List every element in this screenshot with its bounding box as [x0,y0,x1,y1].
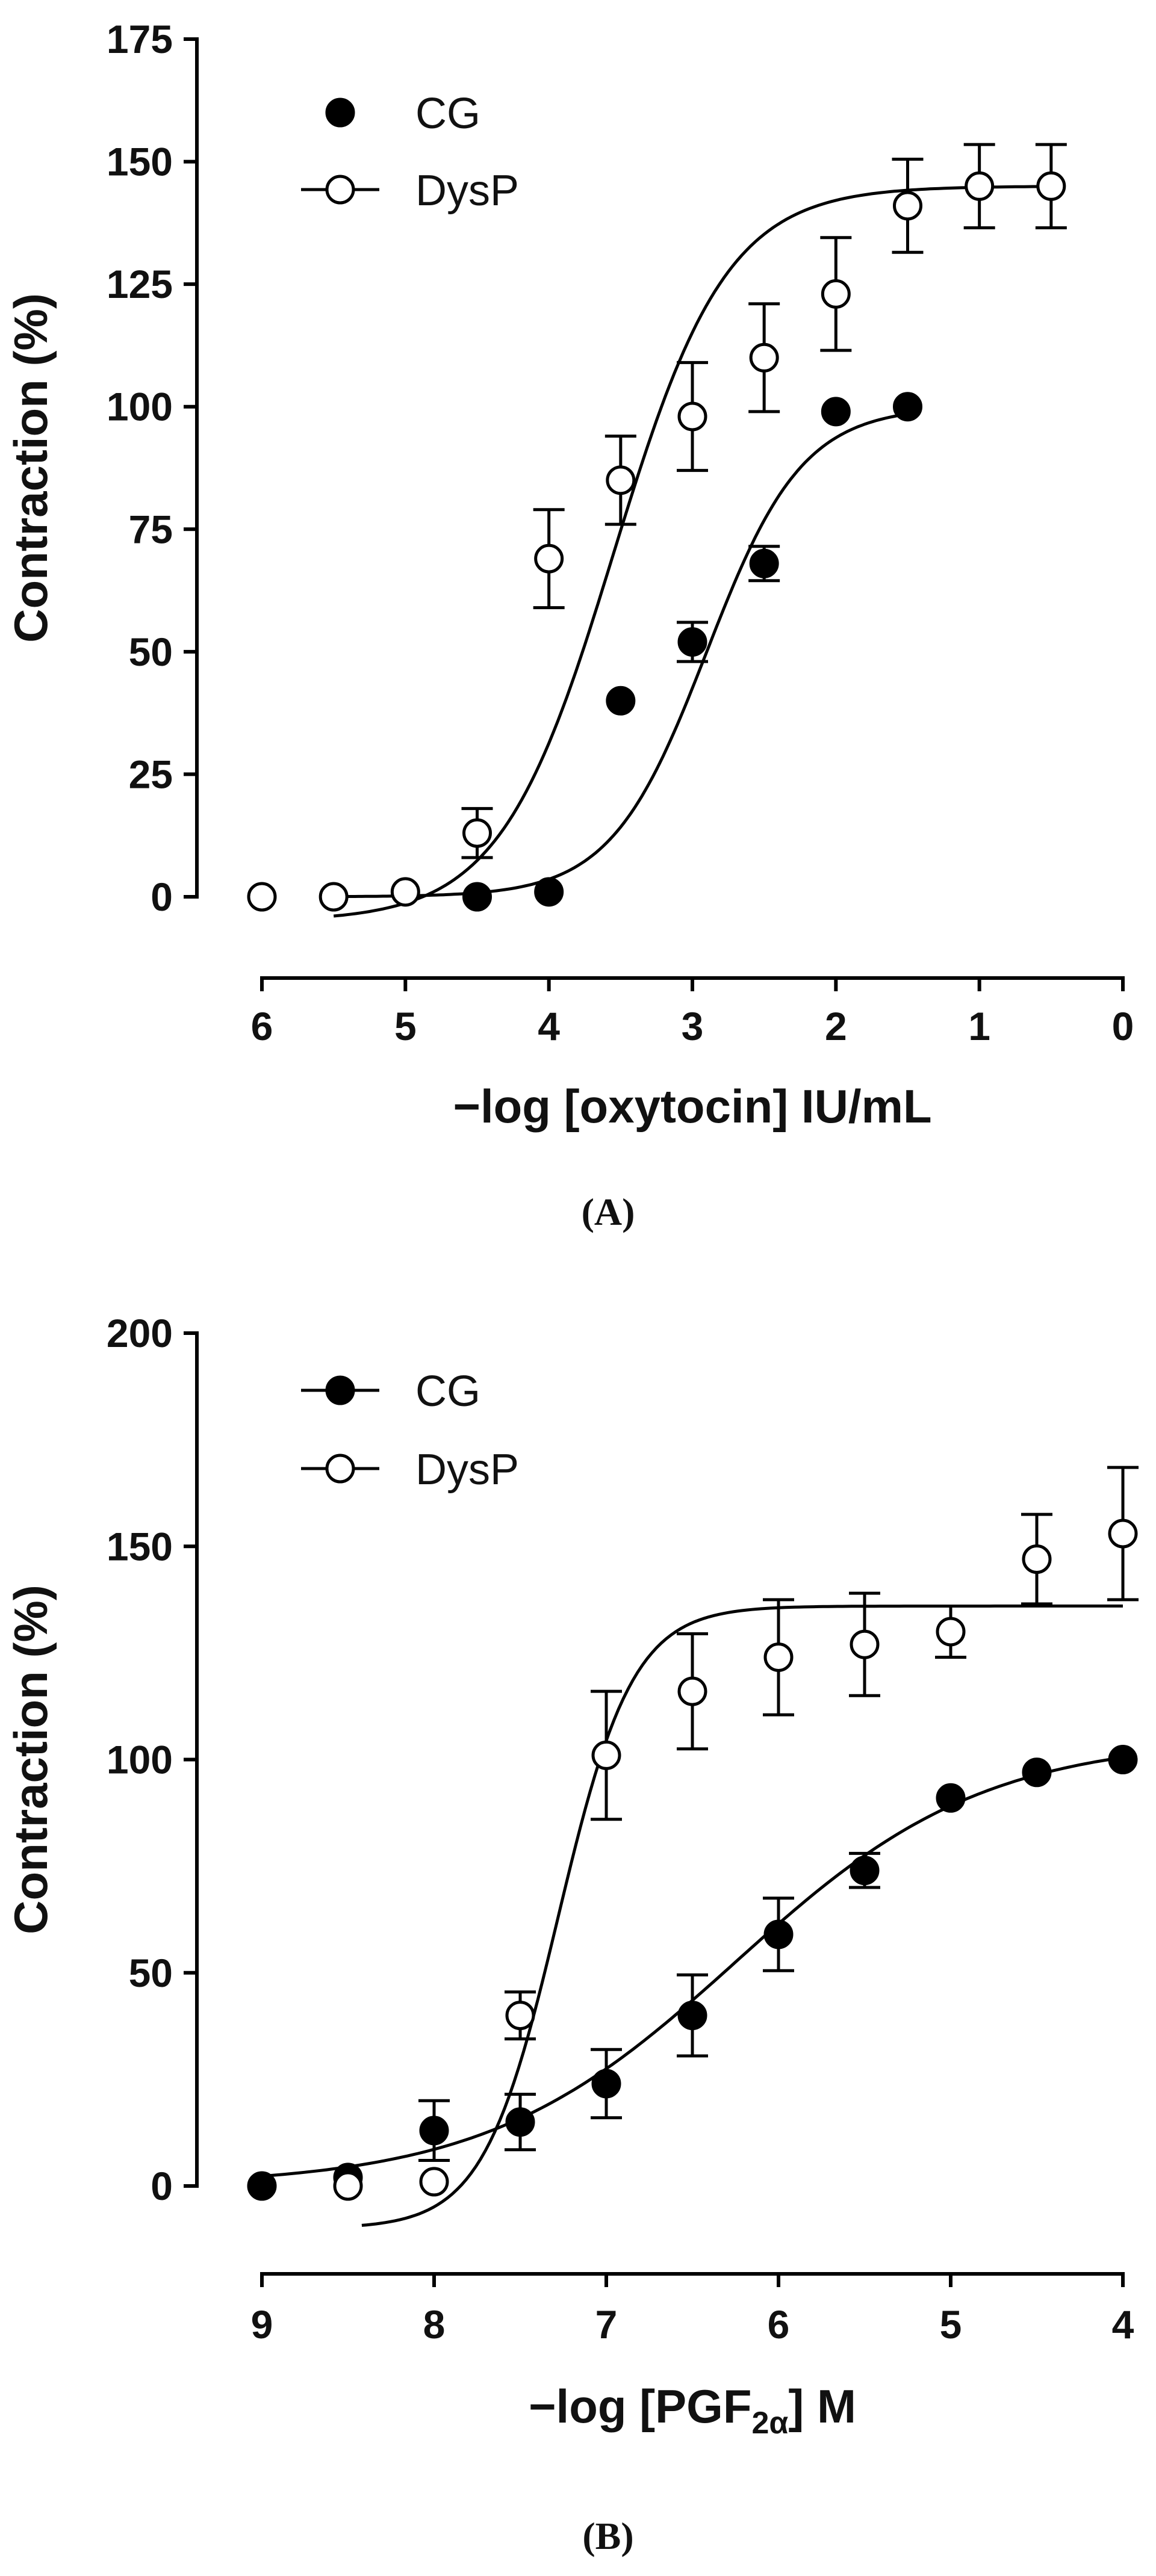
y-tick-label: 125 [107,262,173,306]
panel-a-fit-curves [333,185,1051,918]
data-point-cg [462,882,492,912]
data-point-dysp [333,2171,363,2201]
data-point-dysp [893,191,922,221]
x-tick-label: 0 [1112,1004,1134,1048]
panel-b-legend: CG DysP [301,1367,519,1494]
y-tick-label: 50 [129,1951,173,1995]
data-point-cg [749,548,779,578]
y-tick-label: 25 [129,752,173,796]
panel-a-legend: CG DysP [301,90,519,215]
data-point-cg [1108,1745,1138,1774]
data-point-dysp [1022,1544,1052,1574]
y-tick-label: 0 [151,875,173,919]
y-tick-label: 200 [107,1311,173,1355]
data-point-dysp [534,543,564,574]
data-point-dysp [821,279,851,309]
legend-label-dysp: DysP [415,1446,519,1494]
data-point-cg [247,2171,277,2201]
data-point-dysp [462,818,492,848]
data-point-cg [419,2116,449,2146]
data-point-cg [505,2107,535,2137]
y-tick-label: 150 [107,140,173,184]
data-point-cg [534,877,564,907]
data-point-dysp [319,882,349,912]
x-tick-label: 6 [768,2302,790,2347]
x-tick-label: 4 [538,1004,560,1048]
x-tick-label: 6 [251,1004,273,1048]
y-tick-label: 100 [107,1738,173,1782]
data-point-dysp [677,401,707,432]
data-point-dysp [247,882,277,912]
x-tick-label: 1 [968,1004,990,1048]
data-point-cg [936,1783,966,1813]
data-point-cg [893,392,922,422]
x-tick-label: 4 [1112,2302,1134,2347]
y-tick-label: 175 [107,17,173,61]
panel-a-error-bars [461,143,1067,859]
data-point-dysp [606,465,636,495]
panel-b-y-axis-label: Contraction (%) [4,1585,57,1934]
x-tick-label: 7 [595,2302,618,2347]
data-point-cg [591,2069,621,2099]
data-point-dysp [1036,171,1066,201]
panel-a-axes: 0 25 50 75 100 125 150 175 6 5 4 3 2 1 0 [107,17,1134,1048]
data-point-cg [850,1856,880,1886]
legend-label-dysp: DysP [415,167,519,215]
legend-marker-dysp [325,175,355,205]
y-tick-label: 150 [107,1524,173,1568]
data-point-cg [1022,1757,1052,1788]
data-point-dysp [505,2001,535,2031]
data-point-cg [763,1919,794,1949]
fit-curve-dysp [333,185,1051,918]
panel-a-markers [247,171,1066,912]
data-point-dysp [850,1629,880,1659]
fit-curve-dysp [361,1604,1123,2227]
data-point-dysp [763,1642,794,1672]
y-tick-label: 50 [129,630,173,674]
x-tick-label: 9 [251,2302,273,2347]
panel-a-label: (A) [582,1190,635,1233]
data-point-dysp [419,2167,449,2197]
data-point-dysp [591,1740,621,1770]
legend-marker-cg [325,1375,355,1405]
panel-b-chart: 0 50 100 150 200 9 8 7 6 5 4 CG DysP −log [PGF2α] M… [4,1311,1139,2557]
fit-curve-cg [261,1756,1123,2178]
panel-b-axes: 0 50 100 150 200 9 8 7 6 5 4 [107,1311,1134,2347]
panel-b-x-axis-label: −log [PGF2α] M [529,2380,856,2441]
data-point-dysp [677,1676,707,1706]
y-tick-label: 75 [129,507,173,551]
x-tick-label: 5 [940,2302,962,2347]
data-point-cg [677,627,707,657]
y-tick-label: 100 [107,385,173,429]
panel-a-x-axis-label: −log [oxytocin] IU/mL [453,1080,931,1133]
data-point-dysp [1108,1519,1138,1549]
data-point-dysp [965,171,995,201]
data-point-cg [677,2001,707,2031]
x-tick-label: 2 [825,1004,847,1048]
data-point-cg [821,397,851,427]
data-point-dysp [749,342,779,373]
panel-a-chart: 0 25 50 75 100 125 150 175 6 5 4 3 2 1 0 CG DysP −log [… [4,17,1134,1233]
x-tick-label: 3 [682,1004,704,1048]
data-point-cg [606,686,636,716]
x-tick-label: 5 [394,1004,417,1048]
legend-marker-cg [325,98,355,128]
panel-b-markers [247,1519,1138,2201]
panel-a-y-axis-label: Contraction (%) [4,293,57,643]
x-tick-label: 8 [423,2302,446,2347]
legend-label-cg: CG [415,90,480,138]
data-point-dysp [936,1617,966,1647]
panel-b-label: (B) [582,2515,633,2557]
data-point-dysp [390,877,420,907]
legend-label-cg: CG [415,1367,480,1416]
y-tick-label: 0 [151,2164,173,2208]
legend-marker-dysp [325,1454,355,1484]
